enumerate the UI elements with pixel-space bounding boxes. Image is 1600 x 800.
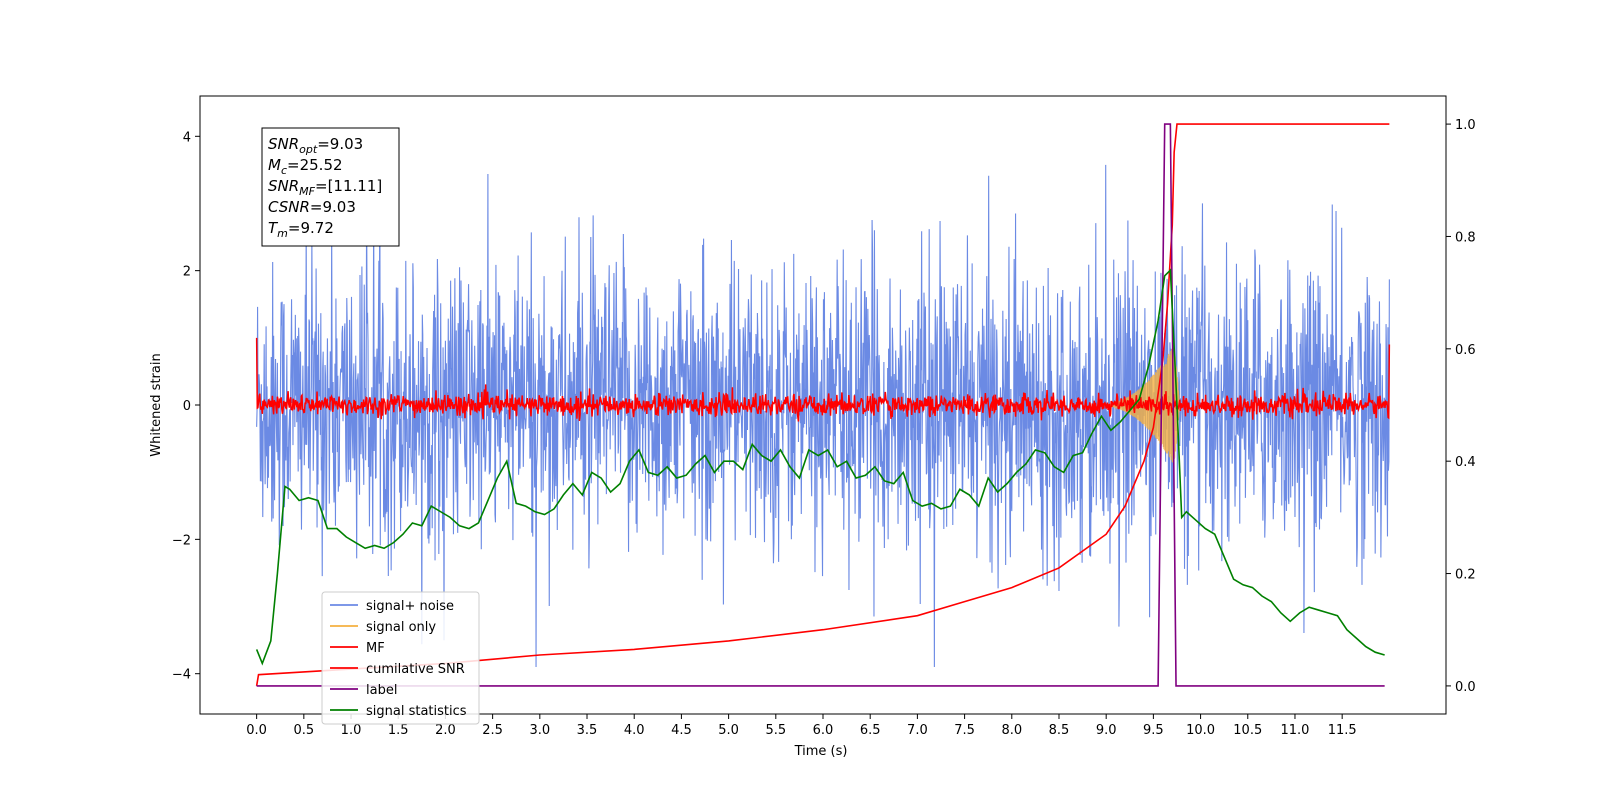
x-axis-label: Time (s): [794, 744, 848, 759]
x-tick-label: 10.0: [1186, 723, 1215, 738]
y-axis-label: Whitened strain: [149, 353, 164, 456]
legend-box: [321, 591, 480, 725]
annotation-line: CSNR=9.03: [268, 198, 356, 216]
y-tick-label-right: 0.0: [1455, 680, 1476, 695]
x-tick-label: 1.5: [388, 723, 409, 738]
annotation-box: SNRopt=9.03Mc=25.52SNRMF=[11.11]CSNR=9.0…: [261, 127, 400, 247]
plot-area: [255, 123, 1391, 687]
legend-label: signal only: [366, 620, 436, 635]
legend-label: label: [366, 683, 397, 698]
y-tick-label-left: −2: [172, 533, 191, 548]
x-tick-label: 2.0: [435, 723, 456, 738]
y-tick-label-right: 1.0: [1455, 118, 1476, 133]
legend-label: MF: [366, 641, 385, 656]
y-tick-label-right: 0.2: [1455, 568, 1476, 583]
series-signal-statistics-line: [255, 268, 1385, 666]
x-tick-label: 6.5: [860, 723, 881, 738]
x-tick-label: 5.5: [765, 723, 786, 738]
series-mf-line: [255, 337, 1391, 422]
x-tick-label: 2.5: [482, 723, 503, 738]
legend-label: cumilative SNR: [366, 662, 465, 677]
y-tick-label-left: 0: [183, 399, 191, 414]
x-tick-label: 0.5: [293, 723, 314, 738]
x-tick-label: 9.5: [1143, 723, 1164, 738]
legend: signal+ noise signal only MF cumilative SNR…: [321, 591, 480, 725]
legend-label: signal+ noise: [366, 599, 454, 614]
annotation-line: SNRMF=[11.11]: [268, 177, 382, 198]
legend-label: signal statistics: [366, 704, 467, 719]
x-tick-label: 8.0: [1001, 723, 1022, 738]
annotation-line: Tm=9.72: [268, 219, 334, 240]
x-tick-label: 10.5: [1233, 723, 1262, 738]
x-tick-label: 11.5: [1328, 723, 1357, 738]
series-signal-plus-noise-line: [256, 136, 1390, 667]
x-tick-label: 11.0: [1280, 723, 1309, 738]
annotation-line: SNRopt=9.03: [268, 135, 363, 156]
x-tick-label: 1.0: [341, 723, 362, 738]
x-tick-label: 4.5: [671, 723, 692, 738]
x-tick-label: 7.0: [907, 723, 928, 738]
series-cumulative-snr-line: [255, 123, 1390, 687]
y-tick-label-right: 0.4: [1455, 455, 1476, 470]
x-tick-label: 8.5: [1049, 723, 1070, 738]
y-axis-left: 4 2 0 −2 −4: [172, 130, 200, 683]
x-tick-label: 9.0: [1096, 723, 1117, 738]
x-tick-label: 6.0: [813, 723, 834, 738]
x-tick-label: 4.0: [624, 723, 645, 738]
y-tick-label-left: −4: [172, 668, 191, 683]
x-tick-label: 5.0: [718, 723, 739, 738]
x-tick-label: 7.5: [954, 723, 975, 738]
x-tick-label: 0.0: [246, 723, 267, 738]
series-label-line: [256, 123, 1385, 687]
annotation-line: Mc=25.52: [268, 156, 343, 177]
y-tick-label-left: 2: [183, 265, 191, 280]
y-tick-label-right: 0.6: [1455, 343, 1476, 358]
x-tick-label: 3.5: [577, 723, 598, 738]
x-axis: 0.0 0.5 1.0 1.5 2.0 2.5 3.0 3.5 4.0 4.5 5.0 5.5 6.0 6…: [246, 714, 1357, 738]
y-tick-label-right: 0.8: [1455, 230, 1476, 245]
x-tick-label: 3.0: [529, 723, 550, 738]
y-tick-label-left: 4: [183, 130, 191, 145]
y-axis-right: 1.0 0.8 0.6 0.4 0.2 0.0: [1446, 118, 1476, 695]
